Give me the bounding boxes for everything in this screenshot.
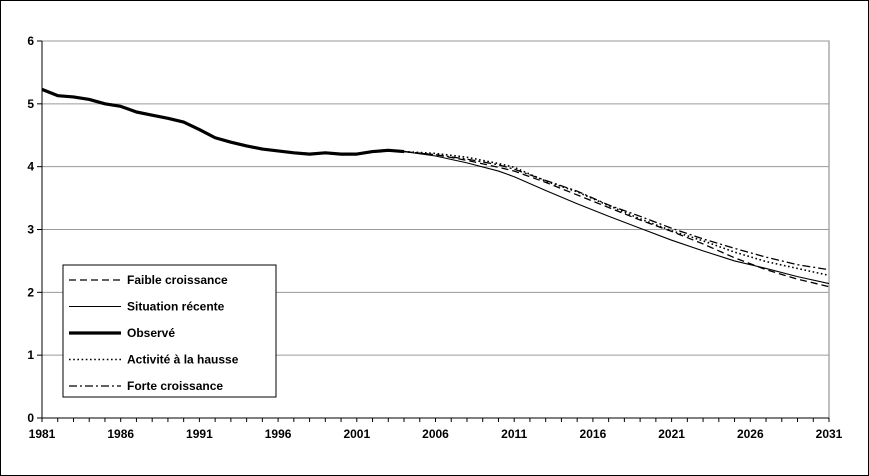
legend-box	[62, 264, 277, 398]
series-line-activite-a-la-hausse	[403, 150, 830, 277]
series-line-faible-croissance	[403, 150, 830, 288]
x-tick-label: 2031	[816, 427, 843, 441]
y-tick-label: 3	[27, 223, 34, 237]
legend-items: Faible croissance Situation récente Observ…	[69, 273, 239, 393]
y-tick-label: 5	[27, 97, 34, 111]
x-tick-label: 1996	[265, 427, 292, 441]
legend-label: Forte croissance	[127, 379, 223, 393]
ticks: 0 1 2 3 4 5 6 1981 1986 1991 1996 2001 2006 2011 2016 2…	[27, 34, 842, 441]
series-line-situation-recente	[403, 151, 830, 285]
y-tick-label: 4	[27, 160, 34, 174]
x-tick-label: 1981	[29, 427, 56, 441]
series-line-observe	[41, 87, 405, 156]
y-tick-label: 0	[27, 411, 34, 425]
x-tick-label: 1991	[186, 427, 213, 441]
legend-label: Faible croissance	[127, 273, 228, 287]
x-tick-label: 1986	[107, 427, 134, 441]
series-line-forte-croissance	[403, 150, 830, 271]
series-lines	[41, 87, 830, 288]
y-tick-label: 1	[27, 348, 34, 362]
legend-label: Observé	[127, 326, 175, 340]
legend: Faible croissance Situation récente Observ…	[62, 264, 277, 398]
x-tick-label: 2011	[501, 427, 527, 441]
x-tick-label: 2026	[737, 427, 764, 441]
x-tick-label: 2001	[343, 427, 370, 441]
x-tick-label: 2006	[422, 427, 449, 441]
legend-label: Situation récente	[127, 300, 225, 314]
x-tick-label: 2016	[580, 427, 607, 441]
x-tick-label: 2021	[658, 427, 685, 441]
y-tick-label: 2	[27, 285, 34, 299]
legend-label: Activité à la hausse	[127, 353, 239, 367]
y-tick-label: 6	[27, 34, 34, 48]
